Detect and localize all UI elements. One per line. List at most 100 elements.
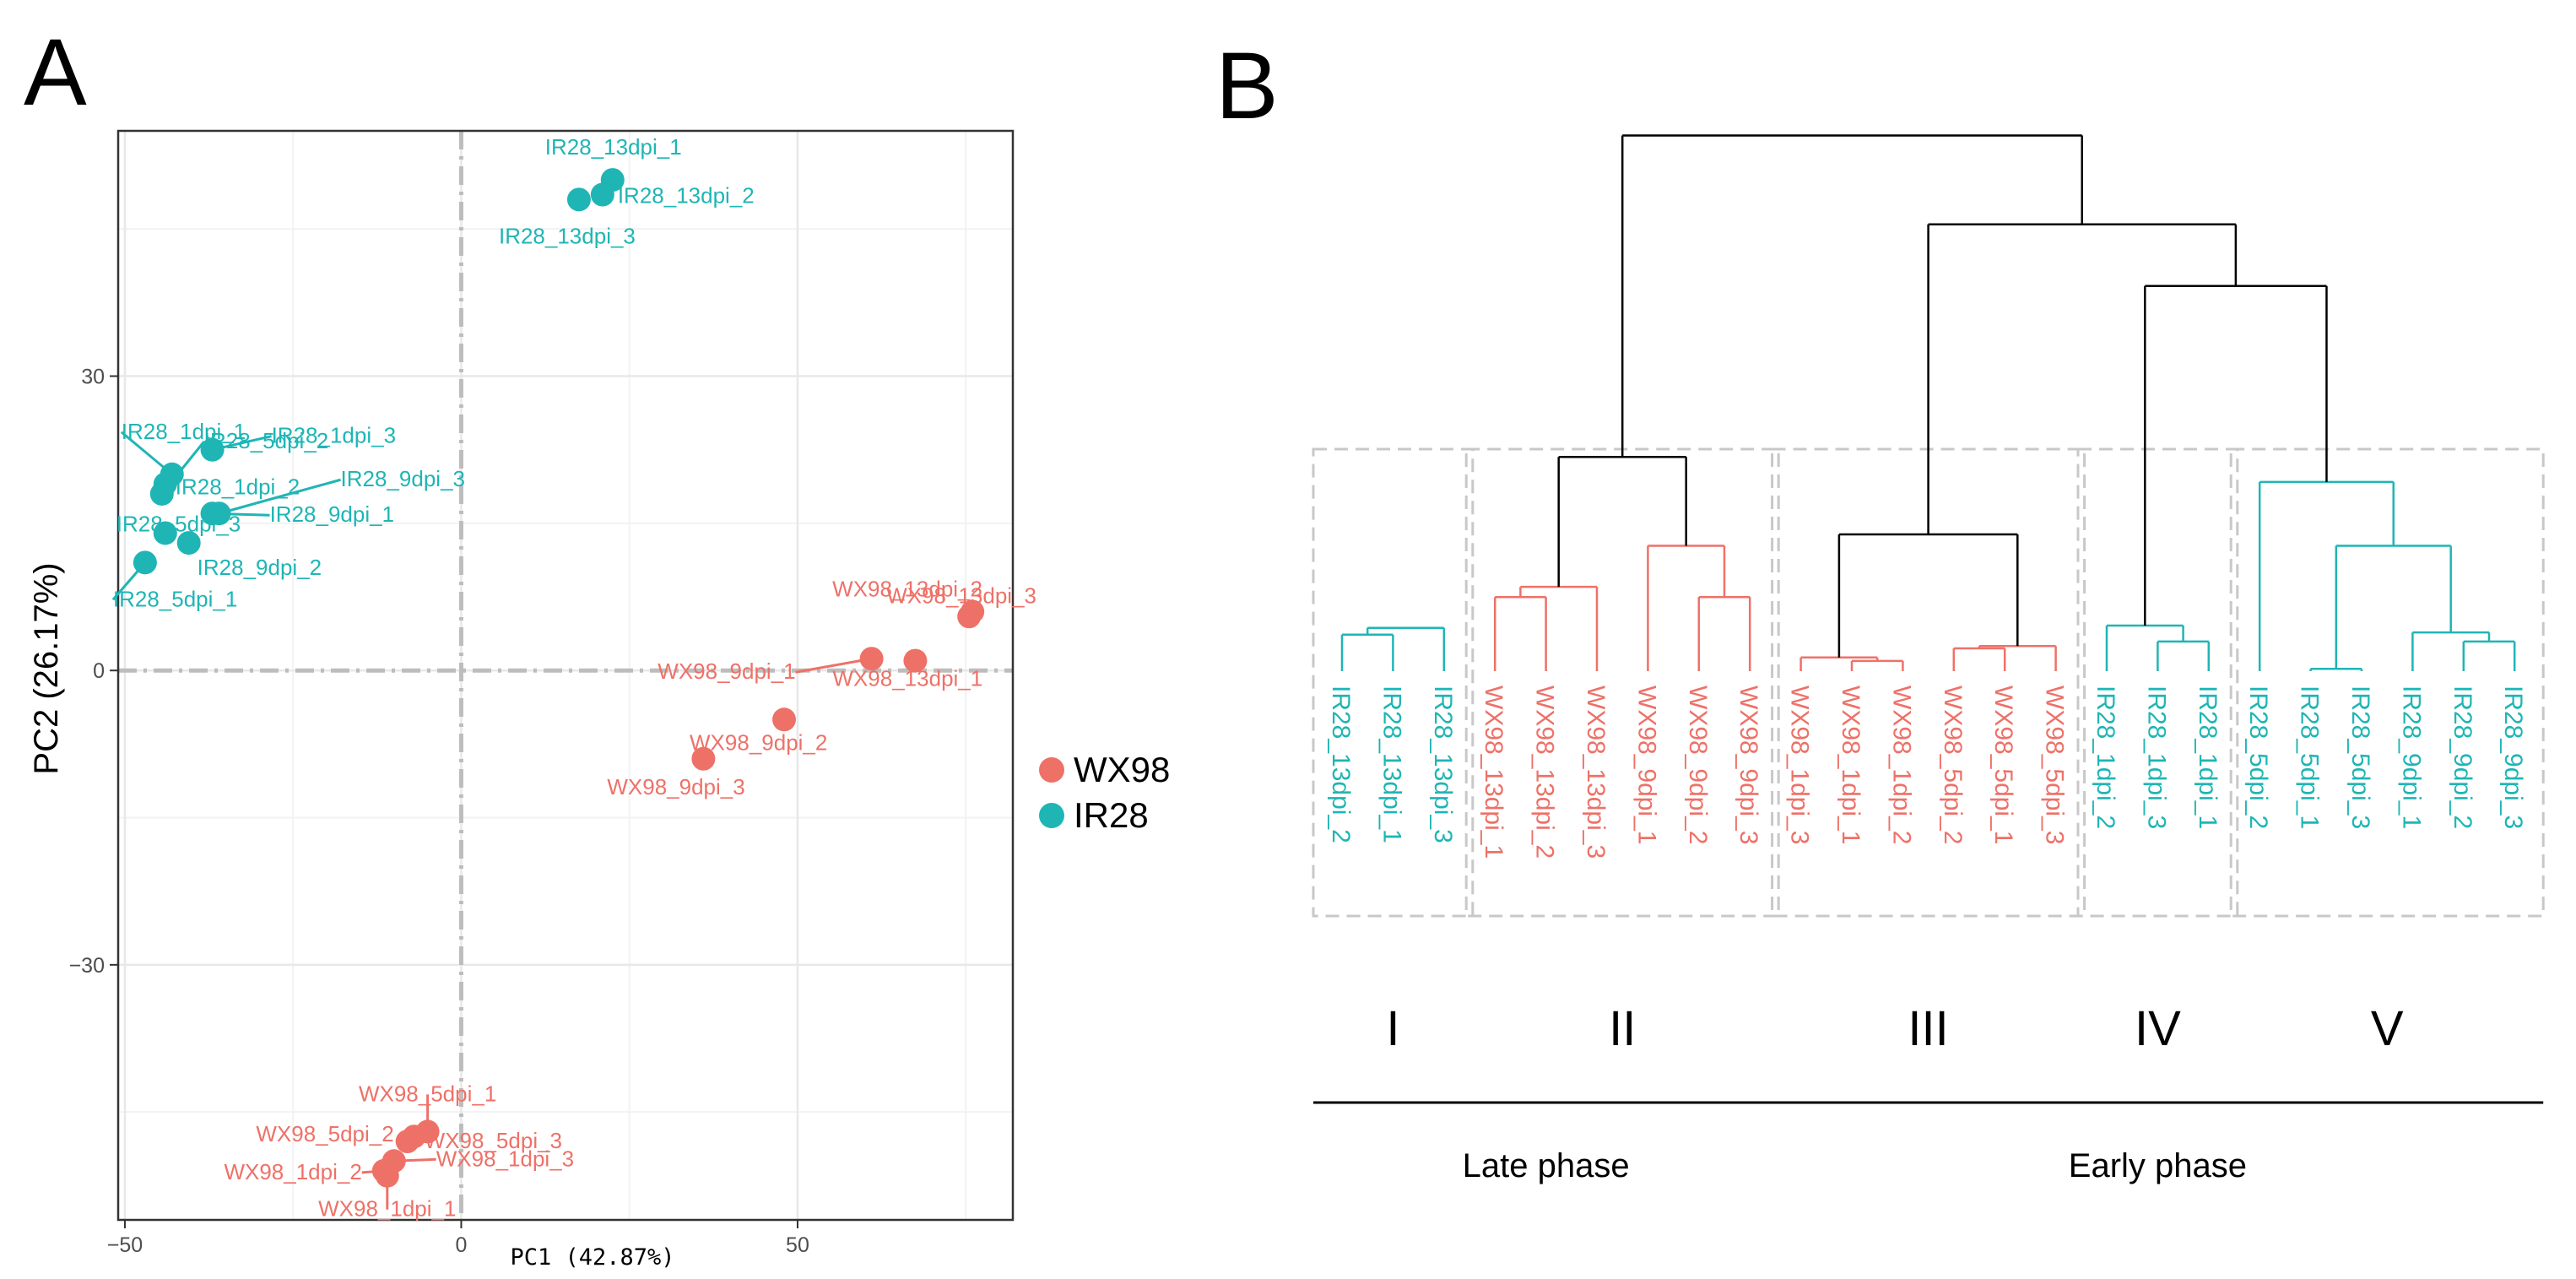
- pca-points: [133, 168, 985, 1188]
- data-point: [691, 746, 716, 771]
- point-label: WX98_13dpi_1: [832, 666, 982, 691]
- cluster-label: II: [1609, 1001, 1636, 1056]
- leaf-label: WX98_5dpi_2: [1939, 686, 1967, 844]
- data-point: [402, 1125, 426, 1149]
- leaf-label: IR28_13dpi_3: [1429, 686, 1457, 843]
- point-label: IR28_5dpi_3: [116, 511, 241, 536]
- cluster-label: III: [1908, 1001, 1948, 1056]
- leaf-label: WX98_9dpi_3: [1734, 686, 1762, 844]
- x-tick-label: 0: [456, 1233, 468, 1257]
- data-point: [566, 187, 591, 212]
- panel-b-label: B: [1215, 33, 1279, 138]
- leaf-label: WX98_9dpi_1: [1632, 686, 1660, 844]
- phase-labels: Late phase Early phase: [1313, 1101, 2544, 1184]
- leaf-label: IR28_13dpi_2: [1327, 686, 1355, 843]
- point-label: IR28_13dpi_2: [618, 183, 755, 209]
- leaf-label: IR28_9dpi_3: [2499, 686, 2527, 829]
- panel-a-label: A: [24, 19, 87, 125]
- point-label: IR28_9dpi_1: [270, 501, 394, 527]
- y-tick-label: −30: [69, 954, 105, 978]
- pca-point-labels: WX98_1dpi_1WX98_1dpi_2WX98_1dpi_3WX98_5d…: [113, 134, 1036, 1222]
- point-label: WX98_9dpi_1: [658, 658, 795, 684]
- label-leader-line: [795, 657, 872, 674]
- leaf-label: WX98_1dpi_3: [1786, 686, 1814, 844]
- point-label: WX98_9dpi_3: [607, 774, 744, 799]
- cluster-label: I: [1386, 1001, 1399, 1056]
- leaf-label: IR28_5dpi_2: [2244, 686, 2272, 829]
- point-label: IR28_5dpi_2: [204, 428, 328, 453]
- point-label: WX98_1dpi_3: [436, 1146, 574, 1171]
- x-tick-label: −50: [107, 1233, 143, 1257]
- leaf-label: IR28_1dpi_2: [2092, 686, 2119, 829]
- point-label: WX98_5dpi_3: [425, 1128, 562, 1153]
- cluster-box: [1312, 447, 1475, 918]
- leaf-label: IR28_9dpi_2: [2449, 686, 2476, 829]
- leaf-label: WX98_5dpi_3: [2041, 686, 2069, 844]
- cluster-box: [2229, 447, 2545, 918]
- leaf-label: IR28_13dpi_1: [1377, 686, 1405, 843]
- leaf-label: WX98_13dpi_2: [1531, 686, 1559, 859]
- data-point: [149, 482, 174, 506]
- x-tick-label: 50: [786, 1233, 809, 1257]
- point-label: IR28_5dpi_1: [113, 586, 237, 611]
- cluster-box: [2076, 447, 2239, 918]
- legend-swatch: [1039, 757, 1064, 783]
- point-label: WX98_13dpi_2: [832, 576, 982, 601]
- leaf-label: WX98_13dpi_3: [1582, 686, 1610, 859]
- data-point: [957, 604, 982, 629]
- data-point: [207, 501, 231, 526]
- point-label: WX98_1dpi_2: [224, 1159, 361, 1184]
- leaf-label: IR28_5dpi_3: [2346, 686, 2374, 829]
- leaf-label: IR28_1dpi_1: [2194, 686, 2222, 829]
- data-point: [590, 182, 614, 207]
- leaf-label: WX98_9dpi_2: [1684, 686, 1712, 844]
- data-point: [772, 707, 797, 732]
- label-leader-line: [219, 478, 341, 515]
- point-label: IR28_1dpi_1: [122, 419, 246, 444]
- point-label: WX98_5dpi_1: [359, 1081, 496, 1106]
- data-point: [859, 647, 884, 671]
- data-point: [176, 531, 201, 555]
- leaf-label: WX98_1dpi_2: [1887, 686, 1915, 844]
- legend-swatch: [1039, 803, 1064, 828]
- pca-y-axis-label: PC2 (26.17%): [28, 562, 65, 774]
- data-point: [382, 1149, 406, 1173]
- cluster-box: [1464, 447, 1780, 918]
- pca-x-axis-label: PC1 (42.87%): [510, 1244, 674, 1271]
- leaf-label: WX98_13dpi_1: [1480, 686, 1507, 859]
- leaf-label: IR28_9dpi_1: [2397, 686, 2425, 829]
- leaf-label: WX98_5dpi_1: [1989, 686, 2017, 844]
- point-label: IR28_1dpi_2: [176, 474, 300, 499]
- leaf-label: IR28_5dpi_1: [2296, 686, 2324, 829]
- point-label: IR28_9dpi_2: [198, 555, 322, 580]
- legend-label: WX98: [1074, 750, 1170, 789]
- cluster-labels: I II III IV V: [1386, 1001, 2404, 1056]
- point-label: IR28_1dpi_3: [272, 423, 396, 448]
- dendrogram-leaf-labels: IR28_13dpi_2 IR28_13dpi_1 IR28_13dpi_3 WX98…: [1327, 686, 2527, 859]
- point-label: IR28_13dpi_3: [499, 223, 636, 248]
- data-point: [200, 437, 225, 462]
- pca-axis-ticks: −50 0 50 −30 0 30: [69, 366, 809, 1257]
- dendrogram-branches: [1340, 134, 2516, 671]
- point-label: WX98_5dpi_2: [256, 1121, 393, 1146]
- pca-scatter-plot: −50 0 50 −30 0 30 WX98_1dpi_1 WX98_1dpi_2 WX98_…: [28, 129, 1170, 1271]
- point-label: IR28_9dpi_3: [341, 466, 465, 491]
- point-label: WX98_9dpi_2: [690, 729, 827, 755]
- hierarchical-clustering-dendrogram: IR28_13dpi_2 IR28_13dpi_1 IR28_13dpi_3 WX98…: [1312, 134, 2545, 1184]
- cluster-label: V: [2371, 1001, 2404, 1056]
- cluster-label: IV: [2135, 1001, 2181, 1056]
- point-label: WX98_1dpi_1: [318, 1196, 456, 1222]
- leaf-label: IR28_1dpi_3: [2142, 686, 2170, 829]
- pca-plot-frame: [116, 129, 1015, 1222]
- data-point: [903, 648, 928, 673]
- leaf-label: WX98_1dpi_1: [1837, 686, 1864, 844]
- point-label: WX98_13dpi_3: [886, 583, 1036, 608]
- y-tick-label: 30: [81, 366, 105, 389]
- pca-legend: WX98 IR28: [1039, 750, 1170, 835]
- legend-label: IR28: [1074, 795, 1149, 835]
- data-point: [153, 521, 177, 545]
- pca-reference-lines: [118, 131, 1013, 1220]
- data-point: [133, 550, 157, 575]
- phase-label: Late phase: [1463, 1147, 1630, 1184]
